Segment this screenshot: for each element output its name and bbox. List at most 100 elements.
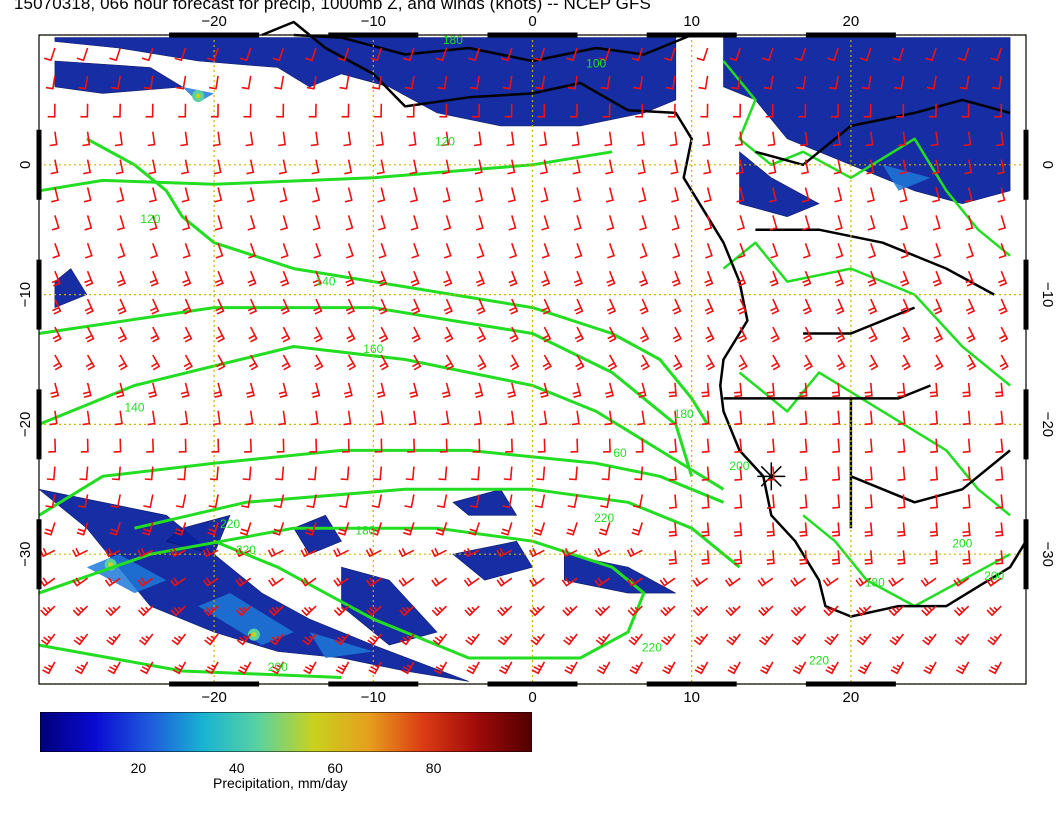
wind-barb	[864, 438, 873, 453]
wind-barb	[496, 547, 513, 558]
wind-barb	[464, 605, 480, 617]
wind-barb	[443, 215, 452, 231]
wind-barb	[930, 466, 939, 481]
wind-barb	[930, 494, 939, 509]
wind-barb	[997, 187, 1006, 203]
wind-barb	[169, 547, 186, 558]
wind-barb	[213, 382, 223, 398]
wind-barb	[660, 605, 676, 617]
wind-barb	[604, 410, 613, 426]
wind-barb	[85, 326, 95, 343]
wind-barb	[661, 633, 676, 646]
wind-barb	[339, 75, 350, 90]
wind-barb	[769, 270, 779, 287]
wind-barb	[767, 131, 776, 147]
wind-barb	[635, 438, 644, 453]
wind-barb	[378, 215, 386, 231]
wind-barb	[700, 103, 709, 118]
wind-barb	[379, 354, 389, 371]
wind-barb	[672, 298, 682, 315]
wind-barb	[215, 243, 224, 259]
wind-barb	[995, 382, 1004, 398]
wind-barb	[208, 494, 219, 509]
wind-barb	[901, 326, 911, 343]
wind-barb	[375, 131, 384, 147]
wind-barb	[376, 410, 385, 426]
wind-barb	[83, 187, 92, 203]
wind-barb	[365, 547, 382, 558]
wind-barb	[738, 354, 748, 371]
wind-barb	[180, 382, 190, 398]
wind-barb	[275, 466, 285, 481]
wind-barb	[737, 243, 746, 259]
wind-barb	[278, 410, 287, 426]
wind-barb	[533, 47, 546, 62]
wind-barb	[705, 243, 713, 259]
wind-barb	[602, 103, 611, 118]
wind-barb	[896, 103, 905, 118]
wind-barb	[705, 354, 716, 371]
wind-barb	[542, 326, 552, 343]
wind-barb	[790, 605, 807, 617]
wind-barb	[736, 270, 747, 287]
wind-barb	[864, 466, 873, 481]
wind-barb	[865, 131, 874, 147]
wind-barb	[207, 522, 219, 536]
wind-barb	[995, 438, 1004, 453]
wind-barb	[822, 577, 839, 587]
wind-barb	[84, 270, 94, 287]
wind-barb	[412, 354, 422, 371]
wind-barb	[105, 605, 121, 617]
wind-barb	[340, 466, 350, 481]
map-frame	[36, 32, 1029, 687]
wind-barb	[629, 661, 644, 675]
wind-barb	[994, 103, 1003, 118]
wind-barb	[472, 438, 481, 453]
wind-barb	[51, 187, 60, 203]
wind-barb	[404, 75, 415, 90]
wind-barb	[370, 47, 383, 62]
wind-barb	[305, 47, 317, 62]
wind-barb	[529, 577, 545, 587]
wind-barb	[402, 47, 415, 62]
wind-barb	[53, 354, 63, 371]
wind-barb	[791, 633, 807, 646]
wind-barb	[84, 243, 93, 259]
x-tick-label-bottom: 0	[528, 689, 536, 705]
height-contour	[38, 526, 646, 660]
wind-barb	[801, 187, 810, 203]
wind-barb	[855, 577, 872, 587]
coastline	[755, 228, 995, 296]
wind-barb	[531, 661, 546, 675]
wind-barb	[247, 270, 257, 287]
wind-barb	[897, 522, 906, 537]
wind-barb	[929, 522, 939, 537]
wind-barb	[509, 354, 520, 371]
wind-barb	[473, 410, 482, 426]
wind-barb	[203, 605, 219, 617]
wind-barb	[770, 243, 779, 259]
precip-peak-center	[251, 632, 257, 638]
wind-barb	[175, 494, 187, 509]
wind-barb	[377, 270, 388, 287]
wind-barb	[627, 577, 643, 587]
wind-barb	[85, 354, 96, 371]
wind-barb	[596, 661, 611, 675]
contour-label: 220	[220, 517, 240, 531]
wind-barb	[443, 270, 453, 287]
wind-barb	[235, 547, 252, 558]
wind-barb	[235, 605, 252, 617]
wind-barb	[633, 75, 644, 90]
wind-barb	[507, 382, 517, 398]
wind-barb	[957, 47, 970, 62]
wind-barb	[761, 47, 774, 62]
wind-barb	[410, 187, 419, 203]
wind-barb	[594, 605, 611, 617]
wind-barb	[506, 410, 515, 426]
wind-barb	[202, 577, 219, 587]
wind-barb	[572, 159, 581, 175]
wind-barb	[530, 633, 546, 646]
wind-barb	[471, 103, 480, 118]
wind-barb	[868, 354, 879, 371]
wind-barb	[606, 270, 616, 287]
